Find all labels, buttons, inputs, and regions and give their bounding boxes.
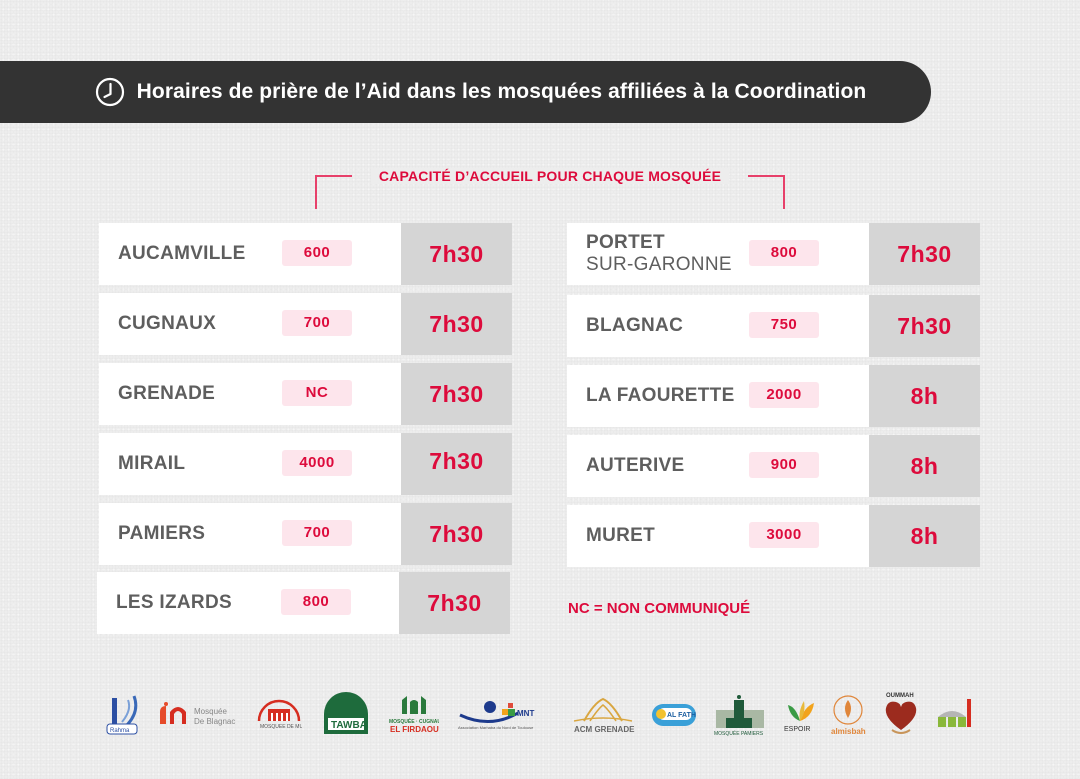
- svg-text:almisbah: almisbah: [831, 727, 866, 736]
- mosque-row-les-izards: LES IZARDS 800 7h30: [97, 572, 510, 634]
- mosque-name: BLAGNAC: [586, 315, 684, 336]
- mm-icon: [938, 699, 971, 727]
- capacity-badge: 2000: [749, 382, 819, 408]
- mosque-name: GRENADE: [118, 383, 216, 404]
- svg-text:ACM GRENADE: ACM GRENADE: [574, 725, 635, 734]
- clock-icon: [95, 77, 124, 107]
- prayer-time: 7h30: [401, 363, 512, 425]
- prayer-time: 7h30: [401, 433, 512, 495]
- prayer-time: 8h: [869, 365, 980, 427]
- prayer-time: 8h: [869, 435, 980, 497]
- capacity-header: CAPACITÉ D’ACCUEIL POUR CHAQUE MOSQUÉE: [315, 168, 785, 211]
- mosque-name: MURET: [586, 525, 656, 546]
- mosque-row-cugnaux: CUGNAUX 700 7h30: [99, 293, 512, 355]
- mosque-name: AUTERIVE: [586, 455, 685, 476]
- capacity-badge: 4000: [282, 450, 352, 476]
- mosquee-pamiers-logo: MOSQUÉE PAMIERS: [712, 690, 768, 740]
- prayer-time: 7h30: [401, 223, 512, 285]
- prayer-time: 7h30: [401, 503, 512, 565]
- bracket-left: [315, 175, 352, 209]
- mosque-name: MIRAIL: [118, 453, 186, 474]
- firdaous-icon: MOSQUÉE · CUGNAUX EL FIRDAOUS: [389, 696, 439, 734]
- capacity-badge: 800: [281, 589, 351, 615]
- mosque-name: LA FAOURETTE: [586, 385, 735, 406]
- acm-grenade-logo: ACM GRENADE: [570, 690, 636, 740]
- pamiers-icon: MOSQUÉE PAMIERS: [714, 695, 764, 737]
- mosque-name-main: PORTET: [586, 232, 665, 253]
- almisbah-logo: almisbah: [828, 690, 868, 740]
- tawba-logo: TAWBA: [322, 690, 370, 740]
- mosque-name: PAMIERS: [118, 523, 206, 544]
- svg-text:Mosquée: Mosquée: [194, 707, 227, 716]
- svg-text:Association Marhaba du Nord de: Association Marhaba du Nord de Toulouse: [458, 725, 534, 730]
- mosque-name: LES IZARDS: [116, 592, 232, 613]
- mosquee-blagnac-logo: Mosquée De Blagnac: [158, 690, 244, 740]
- espoir-icon: ESPOIR: [784, 701, 814, 733]
- nc-legend-note: NC = NON COMMUNIQUÉ: [568, 600, 751, 617]
- rahma-logo: Rahma: [104, 690, 144, 740]
- prayer-time: 7h30: [869, 223, 980, 285]
- amnt-logo: MNT Association Marhaba du Nord de Toulo…: [456, 690, 552, 740]
- capacity-header-label: CAPACITÉ D’ACCUEIL POUR CHAQUE MOSQUÉE: [370, 168, 730, 184]
- mosque-row-auterive: AUTERIVE 900 8h: [567, 435, 980, 497]
- mosque-name: CUGNAUX: [118, 313, 217, 334]
- mosquee-muret-logo: MOSQUEE DE MURET: [256, 690, 302, 740]
- capacity-badge: 700: [282, 310, 352, 336]
- acm-grenade-icon: ACM GRENADE: [573, 697, 635, 734]
- mosque-row-mirail: MIRAIL 4000 7h30: [99, 433, 512, 495]
- mosque-row-grenade: GRENADE NC 7h30: [99, 363, 512, 425]
- prayer-time: 7h30: [401, 293, 512, 355]
- espoir-logo: ESPOIR: [782, 690, 818, 740]
- svg-text:AL FATH: AL FATH: [667, 712, 696, 719]
- mm-logo: [934, 690, 976, 740]
- mosque-name-sub: SUR-GARONNE: [586, 254, 732, 275]
- mosque-row-la-faourette: LA FAOURETTE 2000 8h: [567, 365, 980, 427]
- muret-icon: MOSQUEE DE MURET: [257, 699, 302, 730]
- capacity-badge: 900: [749, 452, 819, 478]
- prayer-time: 7h30: [869, 295, 980, 357]
- title-banner: Horaires de prière de l’Aid dans les mos…: [0, 61, 931, 123]
- svg-text:MNT: MNT: [517, 709, 534, 718]
- bracket-right: [748, 175, 785, 209]
- al-fath-logo: AL FATH: [650, 690, 698, 740]
- page-title: Horaires de prière de l’Aid dans les mos…: [136, 80, 867, 103]
- svg-text:MOSQUÉE PAMIERS: MOSQUÉE PAMIERS: [714, 730, 764, 737]
- tawba-icon: TAWBA: [324, 692, 368, 734]
- oummah-icon: OUMMAH: [885, 693, 917, 734]
- svg-text:TAWBA: TAWBA: [331, 720, 367, 731]
- svg-text:EL FIRDAOUS: EL FIRDAOUS: [390, 725, 439, 734]
- prayer-time: 8h: [869, 505, 980, 567]
- capacity-badge: 750: [749, 312, 819, 338]
- prayer-time: 7h30: [399, 572, 510, 634]
- svg-text:OUMMAH: OUMMAH: [886, 693, 914, 699]
- mosque-row-pamiers: PAMIERS 700 7h30: [99, 503, 512, 565]
- mosque-row-muret: MURET 3000 8h: [567, 505, 980, 567]
- svg-text:MOSQUEE DE MURET: MOSQUEE DE MURET: [260, 724, 302, 730]
- svg-text:MOSQUÉE · CUGNAUX: MOSQUÉE · CUGNAUX: [389, 717, 439, 725]
- almisbah-icon: almisbah: [831, 695, 866, 736]
- mosque-row-aucamville: AUCAMVILLE 600 7h30: [99, 223, 512, 285]
- mosque-name: PORTET SUR-GARONNE: [586, 232, 732, 276]
- svg-text:De Blagnac: De Blagnac: [194, 717, 235, 726]
- svg-text:Rahma: Rahma: [110, 728, 130, 734]
- amnt-icon: MNT Association Marhaba du Nord de Toulo…: [458, 701, 534, 730]
- capacity-badge: 3000: [749, 522, 819, 548]
- oummah-logo: OUMMAH: [880, 690, 922, 740]
- capacity-badge: 600: [282, 240, 352, 266]
- rahma-icon: Rahma: [106, 695, 138, 735]
- capacity-badge: 700: [282, 520, 352, 546]
- partner-logos: Rahma Mosquée De Blagnac MOSQUEE DE MURE…: [100, 690, 980, 740]
- capacity-badge: 800: [749, 240, 819, 266]
- mosque-row-portet-sur-garonne: PORTET SUR-GARONNE 800 7h30: [567, 223, 980, 285]
- svg-text:ESPOIR: ESPOIR: [784, 726, 810, 733]
- mosque-row-blagnac: BLAGNAC 750 7h30: [567, 295, 980, 357]
- mosque-name: AUCAMVILLE: [118, 243, 246, 264]
- blagnac-icon: Mosquée De Blagnac: [160, 702, 235, 726]
- al-fath-icon: AL FATH: [652, 704, 696, 726]
- el-firdaous-logo: MOSQUÉE · CUGNAUX EL FIRDAOUS: [385, 690, 439, 740]
- capacity-badge: NC: [282, 380, 352, 406]
